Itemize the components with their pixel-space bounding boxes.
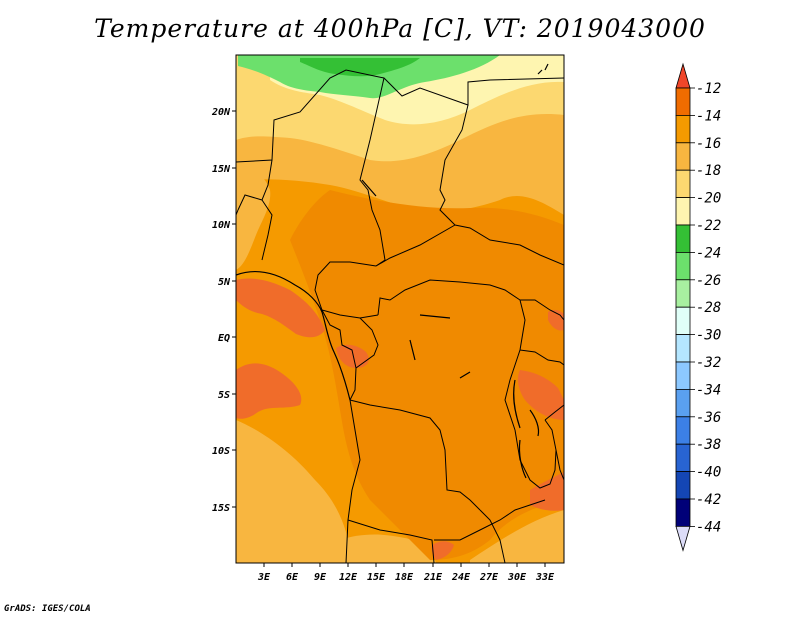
colorbar-swatch — [675, 251, 691, 281]
temperature-field — [236, 55, 564, 563]
colorbar-swatch — [675, 416, 691, 445]
lon-ticks — [263, 563, 546, 567]
lon-label: 21E — [423, 572, 443, 583]
colorbar-label: -20 — [696, 191, 721, 207]
lon-label: 6E — [286, 572, 299, 583]
colorbar-label: -36 — [696, 410, 721, 426]
lat-label: EQ — [218, 333, 230, 344]
colorbar-swatch — [675, 87, 691, 116]
colorbar-swatch — [675, 279, 691, 308]
colorbar-swatch — [675, 334, 691, 363]
colorbar-swatch — [675, 197, 691, 226]
grads-credit: GrADS: IGES/COLA — [4, 604, 91, 614]
lon-label: 24E — [451, 572, 471, 583]
colorbar-label: -32 — [696, 355, 721, 371]
colorbar-label: -40 — [696, 465, 721, 481]
lat-ticks — [232, 110, 236, 508]
colorbar-swatch — [675, 169, 691, 198]
colorbar-label: -26 — [696, 273, 721, 289]
colorbar-label: -30 — [696, 328, 721, 344]
lat-label: 20N — [211, 107, 231, 118]
colorbar-label: -16 — [696, 136, 721, 152]
lon-label: 33E — [535, 572, 555, 583]
lon-label: 12E — [339, 572, 358, 583]
colorbar-swatch — [675, 471, 691, 500]
lat-label: 10N — [212, 220, 231, 231]
colorbar-label: -28 — [696, 300, 721, 316]
colorbar-label: -42 — [696, 492, 721, 508]
lon-labels: 3E 6E 9E 12E 15E 18E 21E 24E 27E 30E 33E — [257, 572, 555, 583]
lon-label: 15E — [367, 572, 386, 583]
plot-frame — [235, 54, 565, 564]
colorbar-swatch — [675, 115, 691, 144]
lat-label: 10S — [212, 446, 230, 457]
lat-label: 5N — [218, 277, 231, 288]
colorbar: -12 -14 -16 -18 -20 -22 -24 -26 -28 -30 -32 -34 -36 -… — [675, 62, 721, 552]
lat-label: 5S — [218, 390, 230, 401]
colorbar-label: -12 — [696, 81, 721, 97]
colorbar-label: -22 — [696, 218, 721, 234]
colorbar-top-arrow — [675, 62, 691, 89]
colorbar-label: -18 — [696, 163, 721, 179]
colorbar-swatch — [675, 306, 691, 336]
colorbar-bottom-arrow — [675, 526, 691, 552]
colorbar-swatch — [675, 498, 691, 527]
lat-labels: 20N 15N 10N 5N EQ 5S 10S 15S — [211, 107, 231, 514]
colorbar-label: -34 — [696, 382, 721, 398]
colorbar-label: -24 — [696, 245, 721, 261]
lon-label: 27E — [479, 572, 499, 583]
map-title: Temperature at 400hPa [C], VT: 201904300… — [94, 14, 706, 43]
lon-label: 9E — [314, 572, 327, 583]
colorbar-label: -14 — [696, 108, 721, 124]
colorbar-swatch — [675, 224, 691, 253]
lon-label: 3E — [257, 572, 271, 583]
lon-label: 18E — [395, 572, 414, 583]
lat-label: 15N — [212, 164, 231, 175]
colorbar-swatch — [675, 142, 691, 171]
lat-label: 15S — [212, 503, 230, 514]
colorbar-swatch — [675, 443, 691, 473]
colorbar-label: -38 — [696, 437, 721, 453]
colorbar-swatch — [675, 388, 691, 418]
lon-label: 30E — [507, 572, 527, 583]
colorbar-swatch — [675, 361, 691, 390]
colorbar-label: -44 — [696, 519, 721, 535]
